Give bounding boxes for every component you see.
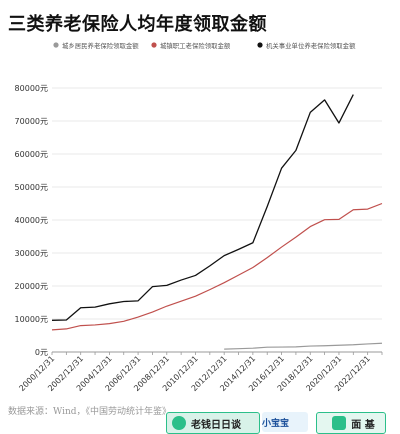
legend-marker — [151, 42, 157, 48]
wechat-icon — [172, 416, 186, 430]
y-tick-label: 0元 — [35, 348, 48, 357]
y-tick-label: 20000元 — [15, 282, 48, 291]
watermark-badge-1: 老钱日日谈 — [166, 412, 260, 434]
series-lines — [51, 94, 383, 350]
watermark-badge-2-text: 小宝宝 — [262, 418, 290, 429]
source-note: 数据来源：Wind，《中国劳动统计年鉴》 — [8, 407, 172, 417]
y-tick-label: 60000元 — [15, 150, 48, 159]
series-line-2 — [51, 202, 383, 331]
watermark-badge-3: 面 基 — [316, 412, 386, 434]
square-logo-icon — [332, 416, 347, 430]
y-tick-label: 30000元 — [15, 249, 48, 258]
legend-item-2: 城镇职工老保险领取金额 — [151, 41, 231, 50]
legend-item-1: 城乡居民养老保险领取金额 — [53, 41, 139, 50]
legend-label: 城镇职工老保险领取金额 — [160, 41, 231, 50]
y-tick-label: 50000元 — [15, 183, 48, 192]
legend-marker — [53, 42, 59, 48]
legend: 城乡居民养老保险领取金额 城镇职工老保险领取金额 机关事业单位养老保险领取金额 — [53, 41, 356, 50]
y-tick-label: 10000元 — [15, 315, 48, 324]
x-axis: 2000/12/312002/12/312004/12/312006/12/31… — [17, 351, 383, 393]
gridlines — [52, 87, 382, 320]
y-tick-label: 80000元 — [15, 84, 48, 93]
y-tick-label: 40000元 — [15, 216, 48, 225]
watermark-badge-2: 小宝宝 — [262, 412, 308, 432]
watermark-badge-1-text: 老钱日日谈 — [191, 419, 241, 431]
legend-marker — [257, 42, 263, 48]
watermark-badge-3-text: 面 基 — [351, 419, 375, 431]
y-axis: 0元 10000元 20000元 30000元 40000元 50000元 60000元 70… — [15, 84, 48, 357]
legend-item-3: 机关事业单位养老保险领取金额 — [257, 41, 356, 50]
series-line-1 — [224, 342, 383, 350]
legend-label: 城乡居民养老保险领取金额 — [62, 41, 139, 50]
legend-label: 机关事业单位养老保险领取金额 — [266, 41, 356, 50]
series-line-3 — [51, 94, 354, 321]
y-tick-label: 70000元 — [15, 117, 48, 126]
chart-title: 三类养老保险人均年度领取金额 — [8, 14, 267, 35]
